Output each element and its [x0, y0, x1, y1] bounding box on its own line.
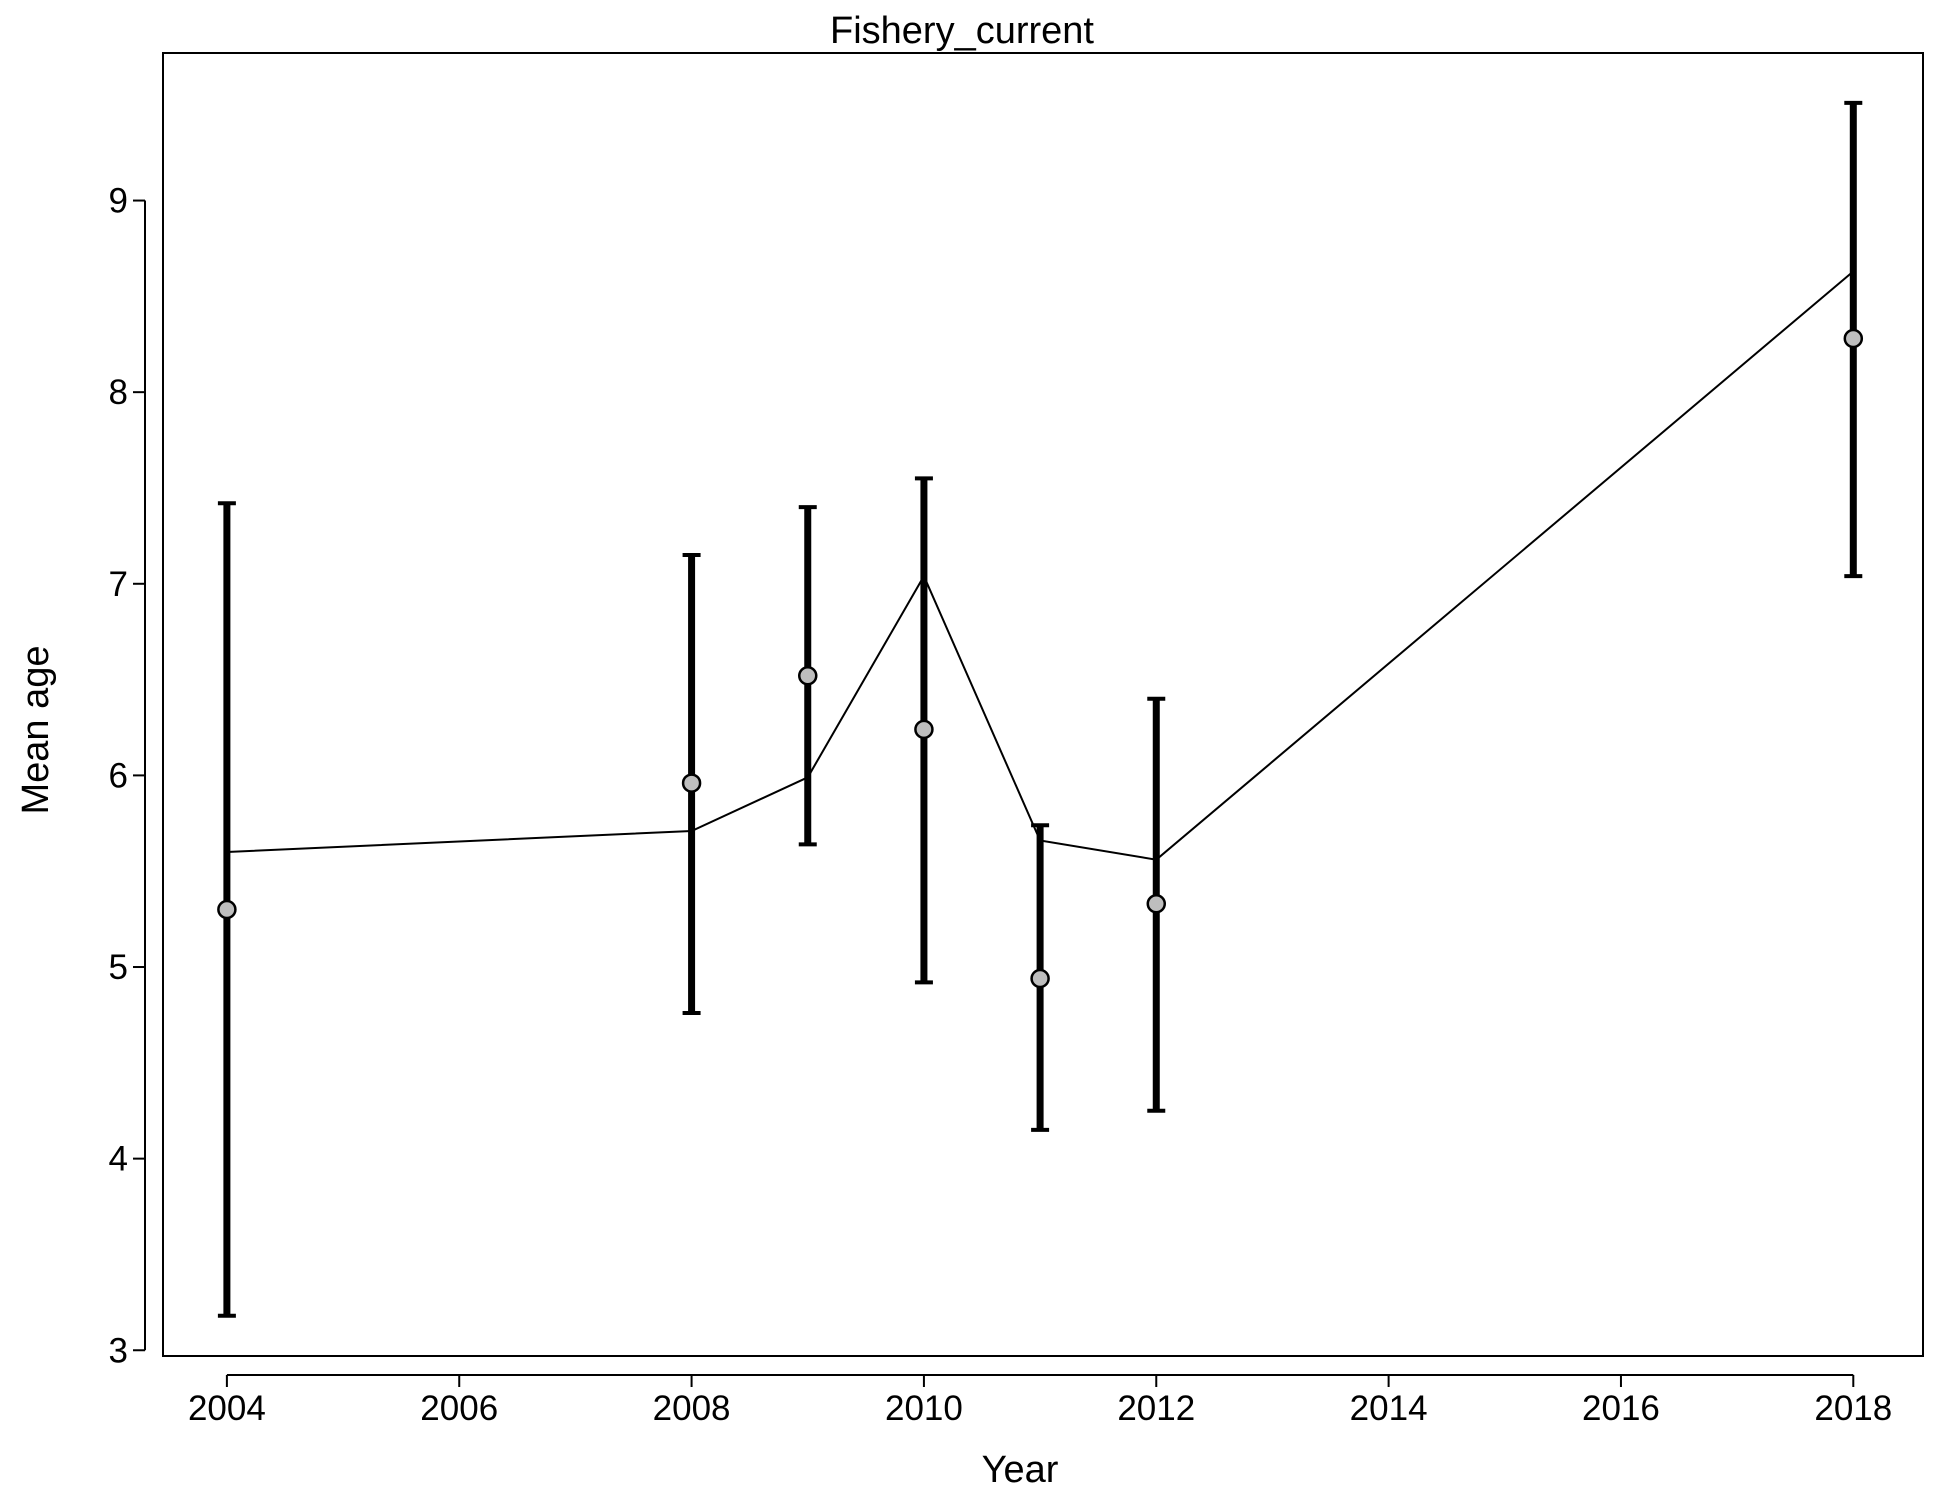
chart-title: Fishery_current [830, 10, 1094, 52]
data-point [1843, 328, 1864, 349]
data-point [1030, 968, 1050, 989]
y-axis-label: Mean age [15, 645, 57, 814]
plot-frame [162, 52, 1924, 1357]
observed-points [217, 328, 1864, 989]
data-point [1146, 894, 1167, 914]
x-tick-label: 2004 [188, 1389, 266, 1428]
y-tick-label: 5 [109, 948, 128, 987]
data-point [681, 773, 702, 793]
x-tick-label: 2014 [1350, 1389, 1428, 1428]
x-tick-label: 2012 [1117, 1389, 1195, 1428]
y-tick-label: 4 [109, 1140, 128, 1179]
x-tick-label: 2008 [653, 1389, 731, 1428]
y-tick-label: 6 [109, 756, 128, 795]
y-tick-label: 9 [109, 182, 128, 221]
y-tick-label: 8 [109, 373, 128, 412]
x-tick-label: 2010 [885, 1389, 963, 1428]
x-tick-label: 2016 [1582, 1389, 1660, 1428]
x-axis: 2004 2006 2008 2010 2012 2014 2016 2018 [188, 1374, 1892, 1428]
y-axis: 3 4 5 6 7 8 9 [109, 182, 146, 1370]
x-tick-label: 2006 [420, 1389, 498, 1428]
x-tick-label: 2018 [1814, 1389, 1892, 1428]
x-axis-label: Year [982, 1449, 1059, 1491]
y-tick-label: 7 [109, 565, 128, 604]
data-point [798, 666, 818, 686]
data-point [217, 899, 237, 920]
data-point [914, 719, 934, 740]
y-tick-label: 3 [109, 1331, 128, 1370]
